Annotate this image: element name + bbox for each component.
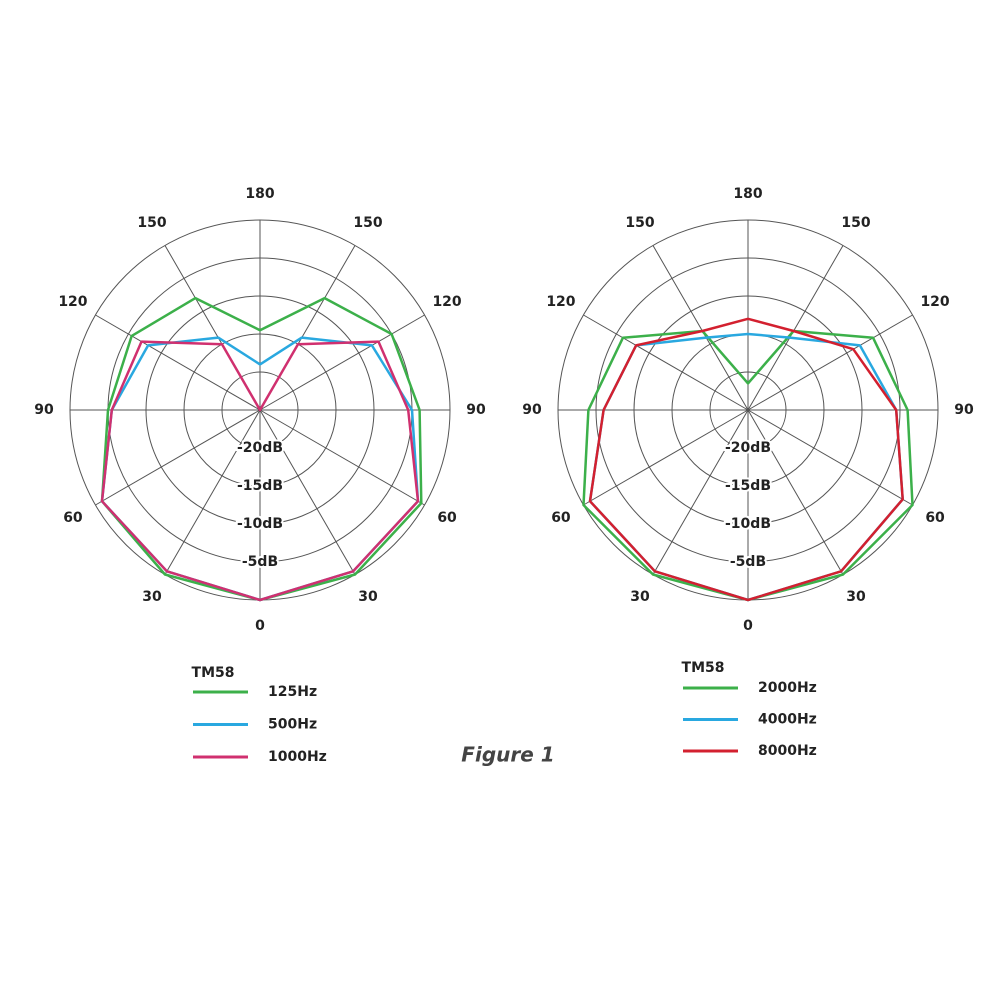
angle-label: 180 — [733, 186, 762, 202]
spoke — [95, 314, 261, 411]
angle-label: 120 — [432, 294, 461, 310]
r-tick-label: -10dB — [725, 516, 771, 532]
spoke — [747, 409, 913, 506]
legend-label: 125Hz — [268, 684, 317, 700]
r-tick-label: -15dB — [725, 478, 771, 494]
polar-line — [582, 329, 914, 602]
polar-line — [588, 317, 904, 602]
spoke — [652, 245, 749, 411]
angle-label: 150 — [137, 215, 166, 231]
angle-label: 120 — [546, 294, 575, 310]
spoke — [747, 314, 913, 411]
legend-title: TM58 — [682, 660, 725, 676]
angle-label: 150 — [625, 215, 654, 231]
angle-label: 90 — [34, 402, 54, 418]
legend-label: 2000Hz — [758, 680, 817, 696]
angle-label: 90 — [466, 402, 486, 418]
angle-label: 60 — [63, 510, 83, 526]
angle-label: 120 — [920, 294, 949, 310]
angle-label: 30 — [358, 589, 378, 605]
angle-label: 30 — [846, 589, 866, 605]
angle-label: 0 — [255, 618, 265, 634]
legend-title: TM58 — [192, 665, 235, 681]
figure-caption: Figure 1 — [461, 743, 554, 767]
angle-label: 0 — [743, 618, 753, 634]
spoke — [652, 409, 749, 575]
angle-label: 90 — [954, 402, 974, 418]
angle-label: 180 — [245, 186, 274, 202]
spoke — [259, 409, 356, 575]
r-tick-label: -15dB — [237, 478, 283, 494]
angle-label: 90 — [522, 402, 542, 418]
r-tick-label: -10dB — [237, 516, 283, 532]
polar-line — [100, 340, 420, 602]
spoke — [747, 409, 844, 575]
r-tick-label: -20dB — [725, 440, 771, 456]
legend-label: 500Hz — [268, 717, 317, 733]
angle-label: 120 — [58, 294, 87, 310]
spoke — [164, 409, 261, 575]
angle-label: 150 — [353, 215, 382, 231]
spoke — [583, 409, 749, 506]
legend-label: 1000Hz — [268, 749, 327, 765]
spoke — [259, 314, 425, 411]
angle-label: 150 — [841, 215, 870, 231]
angle-label: 30 — [630, 589, 650, 605]
legend-label: 8000Hz — [758, 743, 817, 759]
spoke — [747, 245, 844, 411]
r-tick-label: -5dB — [242, 554, 278, 570]
r-tick-label: -5dB — [730, 554, 766, 570]
spoke — [583, 314, 749, 411]
spoke — [259, 409, 425, 506]
angle-label: 60 — [551, 510, 571, 526]
angle-label: 60 — [437, 510, 457, 526]
legend-label: 4000Hz — [758, 712, 817, 728]
r-tick-label: -20dB — [237, 440, 283, 456]
angle-label: 60 — [925, 510, 945, 526]
spoke — [95, 409, 261, 506]
angle-label: 30 — [142, 589, 162, 605]
